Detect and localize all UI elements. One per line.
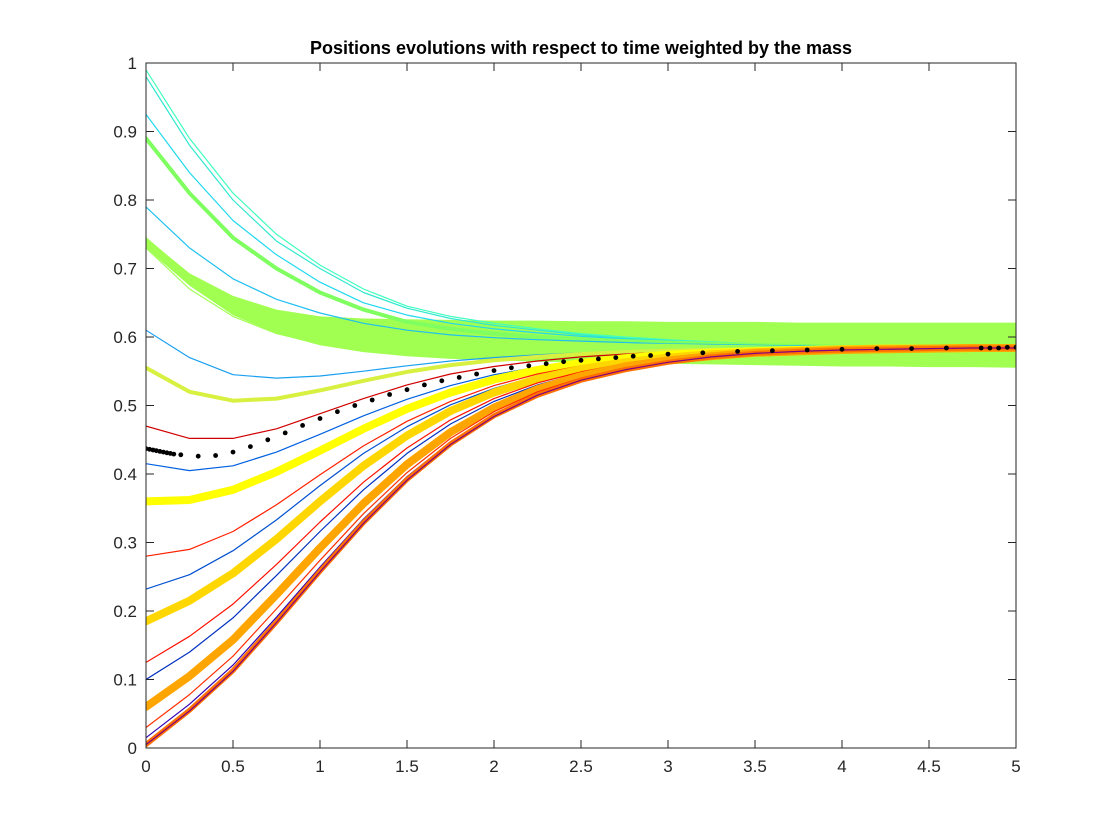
mean-point-10	[195, 453, 201, 459]
mean-point-8	[171, 451, 177, 457]
mean-point-28	[509, 365, 514, 371]
y-tick-label-10: 1	[128, 54, 137, 73]
mean-point-35	[630, 353, 636, 359]
x-tick-label-0: 0	[141, 757, 150, 776]
mean-point-31	[561, 359, 566, 365]
mean-point-39	[735, 349, 740, 354]
mean-point-50	[1013, 344, 1016, 350]
mean-point-26	[474, 371, 479, 377]
y-tick-label-1: 0.1	[113, 671, 137, 690]
mean-point-16	[300, 423, 305, 428]
mean-point-34	[613, 355, 619, 360]
mean-point-44	[909, 346, 914, 351]
mean-point-27	[491, 368, 497, 373]
x-tick-label-3: 1.5	[395, 757, 419, 776]
mean-point-45	[944, 345, 949, 351]
mean-point-36	[648, 353, 653, 358]
x-tick-label-1: 0.5	[221, 757, 245, 776]
mean-point-33	[596, 356, 601, 362]
x-tick-label-2: 1	[315, 757, 324, 776]
mean-point-41	[804, 347, 810, 353]
series-line-21	[146, 347, 1016, 746]
x-tick-label-7: 3.5	[743, 757, 767, 776]
y-tick-label-2: 0.2	[113, 602, 137, 621]
mean-point-22	[404, 387, 410, 393]
y-tick-label-3: 0.3	[113, 534, 137, 553]
mean-point-43	[874, 346, 880, 351]
mean-point-14	[265, 437, 271, 443]
x-tick-label-4: 2	[489, 757, 498, 776]
mean-point-19	[352, 403, 358, 408]
mean-point-25	[456, 375, 462, 380]
mean-point-24	[439, 378, 445, 384]
y-tick-label-0: 0	[128, 739, 137, 758]
mean-point-11	[213, 453, 219, 458]
axes-layer: 0 0.5 1 1.5 2 2.5 3 3.5 4 4.5 5 0 0.1 0.2 0.3 0.4 0.5 0.6…	[113, 54, 1020, 776]
x-tick-label-9: 4.5	[917, 757, 941, 776]
mean-point-48	[996, 345, 1001, 351]
chart-title: Positions evolutions with respect to tim…	[310, 38, 852, 58]
mean-point-17	[317, 416, 323, 421]
mean-point-38	[700, 350, 706, 356]
y-tick-label-4: 0.4	[113, 465, 137, 484]
mean-point-30	[543, 361, 549, 367]
mean-point-42	[839, 346, 845, 352]
plot-layer	[146, 69, 1016, 748]
mean-point-29	[526, 363, 532, 369]
x-tick-label-5: 2.5	[569, 757, 593, 776]
band-area	[146, 237, 1016, 368]
mean-point-47	[987, 345, 993, 351]
y-tick-label-6: 0.6	[113, 328, 137, 347]
y-tick-label-8: 0.8	[113, 191, 137, 210]
mean-point-15	[282, 430, 288, 436]
mean-point-21	[387, 392, 392, 397]
y-tick-label-9: 0.9	[113, 123, 137, 142]
y-tick-label-5: 0.5	[113, 397, 137, 416]
mean-point-20	[369, 397, 375, 403]
mean-point-37	[665, 351, 671, 357]
mean-point-18	[335, 409, 340, 415]
mean-point-23	[422, 382, 427, 388]
x-tick-label-10: 5	[1011, 757, 1020, 776]
mean-point-9	[178, 452, 184, 458]
mean-point-46	[978, 345, 984, 351]
mean-point-49	[1004, 344, 1010, 350]
x-tick-label-6: 3	[663, 757, 672, 776]
mean-point-12	[230, 449, 236, 455]
mean-point-40	[770, 348, 775, 354]
mean-point-13	[248, 444, 253, 449]
mean-point-32	[578, 357, 584, 363]
plot-area	[146, 63, 1016, 748]
x-tick-label-8: 4	[837, 757, 846, 776]
y-tick-label-7: 0.7	[113, 260, 137, 279]
